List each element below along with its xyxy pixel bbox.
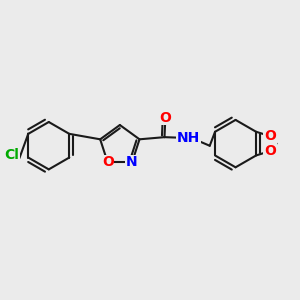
- Text: Cl: Cl: [4, 148, 19, 162]
- Text: NH: NH: [177, 131, 200, 145]
- Text: O: O: [264, 129, 276, 143]
- Text: O: O: [102, 155, 114, 170]
- Text: O: O: [159, 111, 171, 125]
- Text: N: N: [126, 155, 138, 170]
- Text: O: O: [264, 144, 276, 158]
